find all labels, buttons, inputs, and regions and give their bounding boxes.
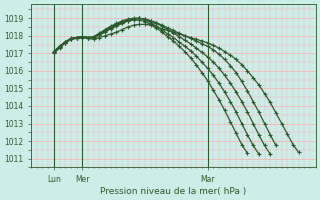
X-axis label: Pression niveau de la mer( hPa ): Pression niveau de la mer( hPa ): [100, 187, 247, 196]
